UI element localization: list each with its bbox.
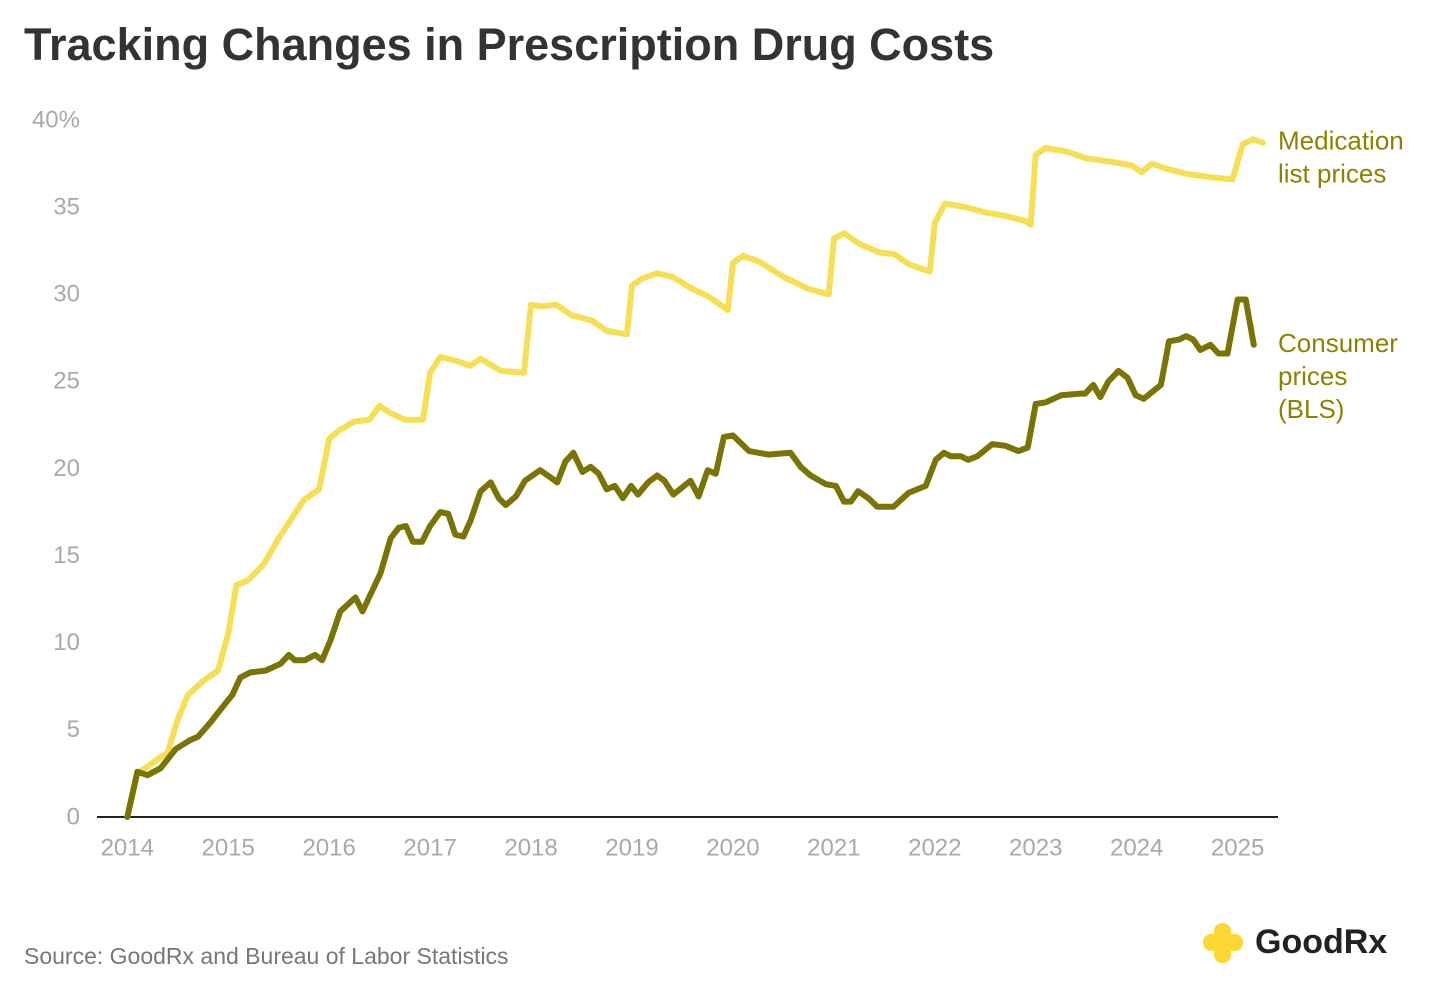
source: Source: GoodRx and Bureau of Labor Stati… [24, 943, 509, 969]
brand-logo [1203, 923, 1243, 963]
y-tick-label: 20 [53, 455, 80, 482]
x-tick-label: 2017 [403, 834, 456, 861]
x-tick-label: 2014 [101, 834, 154, 861]
x-tick-label: 2022 [908, 834, 961, 861]
y-tick-label: 15 [53, 542, 80, 569]
series-label-line: list prices [1278, 159, 1386, 189]
series-label: Consumer prices (BLS) [1278, 328, 1398, 424]
y-tick-label: 10 [53, 629, 80, 656]
x-tick-label: 2016 [302, 834, 355, 861]
y-tick-label: 35 [53, 193, 80, 220]
x-tick-label: 2023 [1009, 834, 1062, 861]
logo-bar [1214, 923, 1231, 963]
y-tick-label: 5 [67, 716, 80, 743]
series-line [124, 136, 1266, 820]
y-tick-label: 25 [53, 368, 80, 395]
x-tick-label: 2025 [1211, 834, 1264, 861]
series-line [124, 296, 1257, 820]
y-tick-label: 30 [53, 281, 80, 308]
series-label-line: Medication [1278, 126, 1404, 156]
x-tick-label: 2020 [706, 834, 759, 861]
x-tick-label: 2015 [202, 834, 255, 861]
series-label-line: (BLS) [1278, 394, 1344, 424]
series-label-line: Consumer [1278, 328, 1398, 358]
x-tick-label: 2018 [504, 834, 557, 861]
brand-name: GoodRx [1255, 923, 1387, 961]
series-label-line: prices [1278, 361, 1347, 391]
y-tick-label: 0 [67, 803, 80, 830]
chart-title: Tracking Changes in Prescription Drug Co… [24, 19, 994, 70]
x-tick-label: 2019 [605, 834, 658, 861]
x-tick-label: 2024 [1110, 834, 1163, 861]
x-tick-label: 2021 [807, 834, 860, 861]
series-label: Medication list prices [1278, 126, 1404, 189]
y-tick-label: 40% [32, 106, 80, 133]
